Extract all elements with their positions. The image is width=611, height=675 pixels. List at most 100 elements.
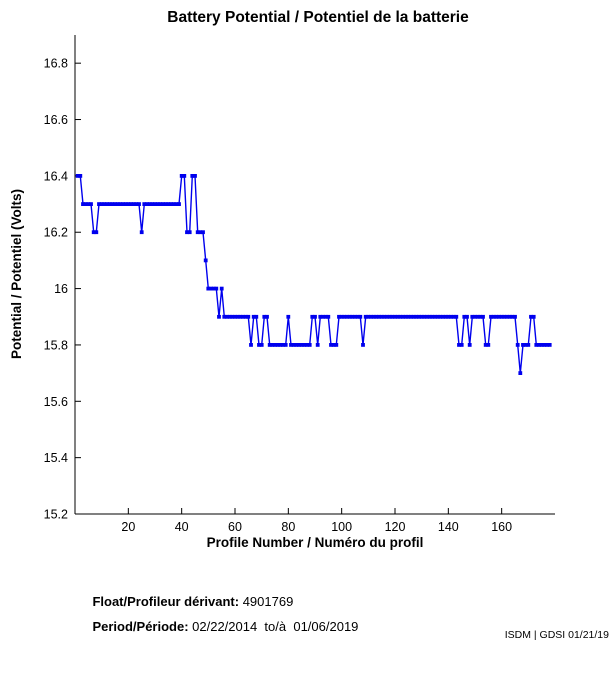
data-point-marker: [366, 314, 371, 319]
data-point-marker: [499, 314, 504, 319]
data-point-marker: [486, 343, 491, 347]
data-point-marker: [393, 314, 397, 319]
data-point-marker: [531, 314, 536, 319]
data-point-marker: [238, 314, 243, 319]
data-point-marker: [342, 314, 347, 319]
data-point-marker: [83, 202, 88, 206]
data-point-marker: [302, 343, 307, 347]
data-point-marker: [307, 343, 312, 347]
data-point-marker: [414, 314, 419, 319]
data-point-marker: [441, 314, 445, 319]
data-point-marker: [465, 314, 469, 319]
data-point-marker: [427, 314, 432, 319]
data-point-marker: [523, 343, 528, 347]
y-tick-label: 16.8: [44, 57, 68, 71]
data-point-marker: [438, 314, 443, 319]
data-point-marker: [163, 202, 168, 206]
data-point-marker: [254, 314, 259, 319]
data-point-marker: [497, 314, 501, 319]
data-point-marker: [289, 343, 293, 347]
data-point-marker: [502, 314, 507, 319]
data-point-marker: [478, 314, 483, 319]
data-point-marker: [147, 202, 152, 206]
data-point-marker: [446, 314, 451, 319]
data-point-marker: [113, 202, 117, 206]
data-point-marker: [107, 202, 112, 206]
data-point-marker: [243, 314, 248, 319]
data-point-marker: [110, 202, 115, 206]
data-point-marker: [209, 286, 213, 291]
data-point-marker: [363, 314, 368, 319]
data-point-marker: [195, 230, 200, 235]
data-point-marker: [542, 343, 547, 347]
data-point-marker: [78, 174, 83, 178]
data-point-marker: [358, 314, 363, 319]
data-point-marker: [422, 314, 427, 319]
data-point-marker: [377, 314, 381, 319]
data-point-marker: [411, 314, 416, 319]
plot-area: 15.2 15.4 15.6 15.8 16 16.2 16.4 16.6 16.8 20 40 60…: [44, 35, 555, 534]
data-point-marker: [219, 286, 224, 291]
data-point-marker: [169, 202, 173, 206]
data-point-marker: [89, 202, 93, 206]
data-point-marker: [174, 202, 179, 206]
data-point-marker: [537, 343, 541, 347]
data-point-marker: [334, 343, 339, 347]
data-point-marker: [222, 314, 227, 319]
data-point-marker: [97, 202, 101, 206]
data-point-marker: [118, 202, 123, 206]
data-point-marker: [217, 314, 221, 319]
data-point-marker: [251, 314, 256, 319]
data-point-marker: [86, 202, 91, 206]
y-tick-label: 16.2: [44, 226, 68, 240]
data-point-marker: [142, 202, 147, 206]
data-point-marker: [206, 286, 211, 291]
data-point-marker: [369, 314, 373, 319]
data-point-marker: [81, 202, 85, 206]
data-point-marker: [395, 314, 400, 319]
data-point-marker: [294, 343, 299, 347]
data-point-marker: [489, 314, 493, 319]
data-point-marker: [318, 314, 323, 319]
data-point-marker: [275, 343, 280, 347]
data-point-marker: [102, 202, 107, 206]
data-point-marker: [158, 202, 163, 206]
data-point-marker: [350, 314, 355, 319]
float-value: 4901769: [239, 594, 294, 609]
data-point-marker: [398, 314, 403, 319]
data-point-marker: [347, 314, 352, 319]
data-point-marker: [539, 343, 544, 347]
data-point-marker: [299, 343, 304, 347]
data-point-marker: [443, 314, 448, 319]
data-point-marker: [433, 314, 437, 319]
data-point-marker: [161, 202, 165, 206]
data-point-marker: [473, 314, 477, 319]
data-point-marker: [462, 314, 467, 319]
data-point-marker: [249, 343, 253, 347]
data-point-marker: [270, 343, 275, 347]
data-point-marker: [435, 314, 440, 319]
data-point-marker: [355, 314, 360, 319]
x-tick-label: 40: [175, 520, 189, 534]
y-tick-label: 16.4: [44, 169, 68, 183]
data-point-marker: [459, 343, 464, 347]
data-point-marker: [345, 314, 349, 319]
data-point-marker: [126, 202, 131, 206]
data-point-marker: [267, 343, 272, 347]
data-point-marker: [513, 314, 517, 319]
data-point-marker: [326, 314, 331, 319]
x-tick-label: 120: [385, 520, 406, 534]
battery-potential-chart: Battery Potential / Potentiel de la batt…: [9, 9, 555, 550]
data-point-marker: [190, 174, 195, 178]
data-point-marker: [323, 314, 328, 319]
data-point-marker: [94, 230, 99, 235]
chart-title: Battery Potential / Potentiel de la batt…: [167, 9, 469, 26]
x-axis-label: Profile Number / Numéro du profil: [207, 535, 424, 550]
data-point-marker: [115, 202, 120, 206]
data-point-marker: [305, 343, 309, 347]
data-point-marker: [483, 343, 488, 347]
data-point-marker: [185, 230, 189, 235]
data-point-marker: [371, 314, 376, 319]
data-point-marker: [529, 314, 533, 319]
data-point-marker: [105, 202, 109, 206]
